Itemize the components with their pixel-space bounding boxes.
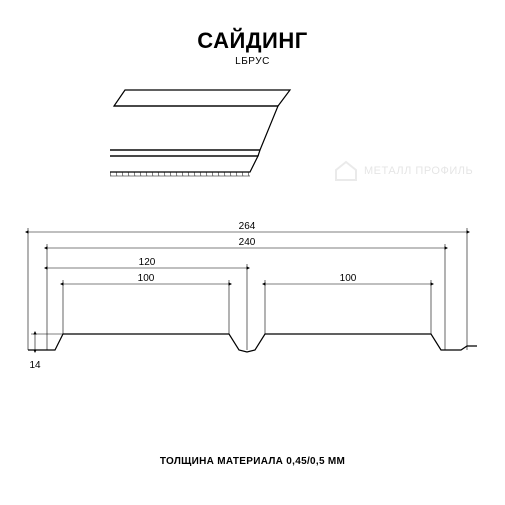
dim-right-rib-100: 100 (265, 273, 431, 334)
isometric-profile-view (110, 72, 330, 192)
house-icon (336, 162, 356, 180)
dim-value-right-100: 100 (340, 273, 357, 284)
section-profile-view: 264 240 120 100 100 (25, 220, 480, 400)
page-subtitle: LБРУС (0, 56, 505, 67)
watermark: МЕТАЛЛ ПРОФИЛЬ (330, 150, 480, 190)
dim-value-264: 264 (239, 221, 256, 232)
dim-value-left-100: 100 (138, 273, 155, 284)
dim-body-240: 240 (47, 237, 445, 350)
page-title: САЙДИНГ (0, 28, 505, 54)
footer-note: ТОЛЩИНА МАТЕРИАЛА 0,45/0,5 ММ (0, 456, 505, 467)
dim-left-120: 120 (47, 257, 247, 350)
dim-value-14: 14 (29, 360, 41, 371)
dim-left-rib-100: 100 (63, 273, 229, 334)
page: САЙДИНГ LБРУС (0, 0, 505, 505)
dim-height-14: 14 (29, 334, 63, 371)
watermark-text: МЕТАЛЛ ПРОФИЛЬ (364, 165, 473, 177)
dim-value-240: 240 (239, 237, 256, 248)
profile-path (28, 334, 477, 352)
dim-value-120: 120 (139, 257, 156, 268)
title-block: САЙДИНГ LБРУС (0, 28, 505, 67)
